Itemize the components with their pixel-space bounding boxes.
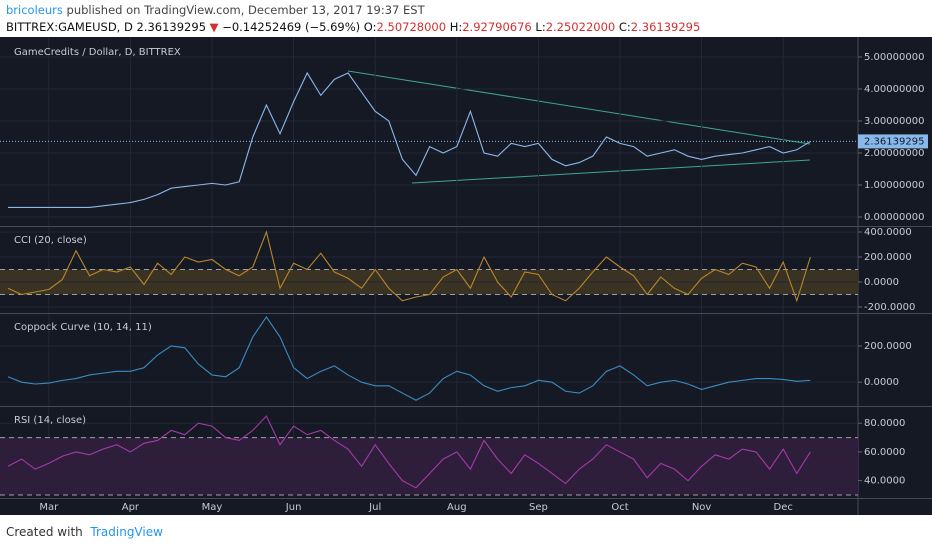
y-tick-label: 40.0000: [864, 476, 905, 487]
ohlc-value: 2.50728000: [376, 20, 447, 34]
y-tick-label: 2.00000000: [864, 148, 924, 159]
series-line: [8, 71, 811, 208]
x-tick-label: Mar: [39, 502, 59, 513]
trend-line: [411, 159, 811, 184]
x-tick-label: Oct: [611, 502, 628, 513]
series-line: [7, 230, 811, 303]
x-tick-label: May: [202, 502, 223, 513]
ohlc-value: 2.36139295: [630, 20, 701, 34]
y-tick-label: 200.0000: [864, 341, 912, 352]
chart: Mar Apr May Jun Jul Aug Sep Oct Nov Dec 0.00000000…: [0, 37, 932, 515]
pane-title: GameCredits / Dollar, D, BITTREX: [14, 47, 181, 58]
ohlc-value: 2.25022000: [545, 20, 616, 34]
y-tick-label: 400.0000: [864, 227, 912, 238]
last-price-box: [858, 134, 928, 149]
y-tick-label: 80.0000: [864, 418, 905, 429]
y-tick-label: 4.00000000: [864, 84, 924, 95]
y-tick-label: 0.0000: [864, 377, 899, 388]
ohlc-label: C:: [618, 20, 631, 34]
brand[interactable]: TradingView: [90, 525, 163, 539]
footer: Created with TradingView: [6, 525, 163, 539]
ohlc-label: L:: [535, 20, 546, 34]
y-tick-label: 0.00000000: [864, 212, 924, 223]
y-tick-label: -200.0000: [864, 302, 915, 313]
symbol: BITTREX:GAMEUSD, D: [6, 20, 133, 34]
y-tick-label: 60.0000: [864, 447, 905, 458]
header: bricoleurs published on TradingView.com,…: [6, 2, 700, 36]
down-arrow: ▼: [209, 20, 219, 34]
y-tick-label: 200.0000: [864, 252, 912, 263]
published: published on TradingView.com, December 1…: [66, 3, 425, 17]
x-tick-label: Jul: [368, 502, 381, 513]
x-tick-label: Aug: [447, 502, 467, 513]
ohlc-label: H:: [449, 20, 463, 34]
price: 2.36139295: [136, 20, 207, 34]
ohlc-value: 2.92790676: [462, 20, 532, 34]
y-tick-label: 3.00000000: [864, 116, 924, 127]
y-tick-label: 1.00000000: [864, 180, 924, 191]
x-tick-label: Apr: [122, 502, 140, 513]
y-tick-label: 0.0000: [864, 277, 899, 288]
x-tick-label: Dec: [774, 502, 793, 513]
trend-line: [347, 70, 811, 145]
publish-line: bricoleurs published on TradingView.com,…: [6, 2, 700, 19]
ohlc: O:2.50728000 H:2.92790676 L:2.25022000 C…: [364, 20, 701, 34]
series-line: [7, 316, 811, 401]
pane-title: RSI (14, close): [14, 415, 86, 426]
x-tick-label: Jun: [285, 502, 302, 513]
pane-title: CCI (20, close): [14, 235, 87, 246]
band: [0, 437, 858, 495]
author[interactable]: bricoleurs: [6, 3, 63, 17]
change: −0.14252469 (−5.69%): [222, 20, 361, 34]
series-line: [7, 415, 811, 489]
last-price-label: 2.36139295: [864, 136, 924, 147]
x-tick-label: Nov: [692, 502, 712, 513]
pane-title: Coppock Curve (10, 14, 11): [14, 322, 152, 333]
quote-line: BITTREX:GAMEUSD, D 2.36139295 ▼ −0.14252…: [6, 19, 700, 36]
x-tick-label: Sep: [529, 502, 548, 513]
y-tick-label: 5.00000000: [864, 52, 924, 63]
ohlc-label: O:: [363, 20, 377, 34]
created-with: Created with: [6, 525, 83, 539]
